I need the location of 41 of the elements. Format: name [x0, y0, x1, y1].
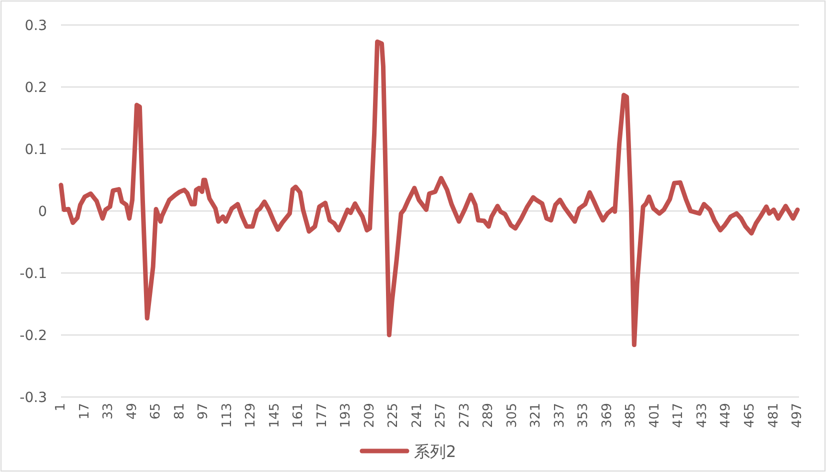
x-tick-label: 289 — [481, 403, 496, 428]
x-tick-label: 209 — [362, 403, 378, 428]
x-tick-label: 65 — [148, 403, 164, 420]
x-tick-label: 193 — [338, 403, 354, 428]
x-tick-label: 241 — [410, 403, 425, 428]
y-tick-label: -0.2 — [20, 328, 47, 344]
x-tick-label: 353 — [576, 403, 592, 428]
y-tick-label: 0.3 — [24, 18, 47, 34]
x-tick-label: 97 — [196, 403, 212, 420]
x-tick-label: 145 — [267, 403, 282, 428]
x-tick-label: 449 — [718, 403, 734, 428]
x-tick-label: 417 — [671, 403, 686, 428]
x-tick-label: 273 — [457, 403, 472, 428]
x-tick-label: 113 — [220, 403, 235, 428]
x-tick-label: 225 — [386, 403, 402, 428]
x-tick-label: 177 — [314, 403, 330, 428]
x-tick-label: 497 — [790, 403, 806, 428]
y-tick-label: 0.2 — [24, 80, 47, 96]
x-tick-label: 369 — [600, 403, 615, 428]
x-tick-label: 385 — [624, 403, 639, 428]
y-tick-label: -0.3 — [20, 390, 47, 406]
x-tick-label: 81 — [172, 403, 188, 420]
x-tick-label: 465 — [742, 403, 758, 428]
x-tick-label: 433 — [694, 403, 710, 428]
x-tick-label: 481 — [766, 403, 782, 428]
x-tick-label: 17 — [77, 403, 92, 420]
legend-label: 系列2 — [414, 442, 456, 461]
line-series — [58, 39, 800, 348]
x-tick-label: 129 — [244, 403, 259, 428]
x-tick-label: 33 — [101, 403, 116, 420]
y-tick-label: -0.1 — [20, 266, 47, 282]
y-tick-label: 0.1 — [24, 142, 47, 158]
x-tick-label: 321 — [528, 403, 544, 428]
y-tick-label: 0 — [38, 204, 47, 220]
x-tick-label: 337 — [552, 403, 568, 428]
x-tick-label: 49 — [124, 403, 140, 420]
x-tick-label: 257 — [434, 403, 449, 428]
x-tick-label: 401 — [647, 403, 662, 428]
x-tick-label: 305 — [504, 403, 520, 428]
x-tick-label: 1 — [54, 403, 68, 412]
x-tick-label: 161 — [291, 403, 306, 428]
